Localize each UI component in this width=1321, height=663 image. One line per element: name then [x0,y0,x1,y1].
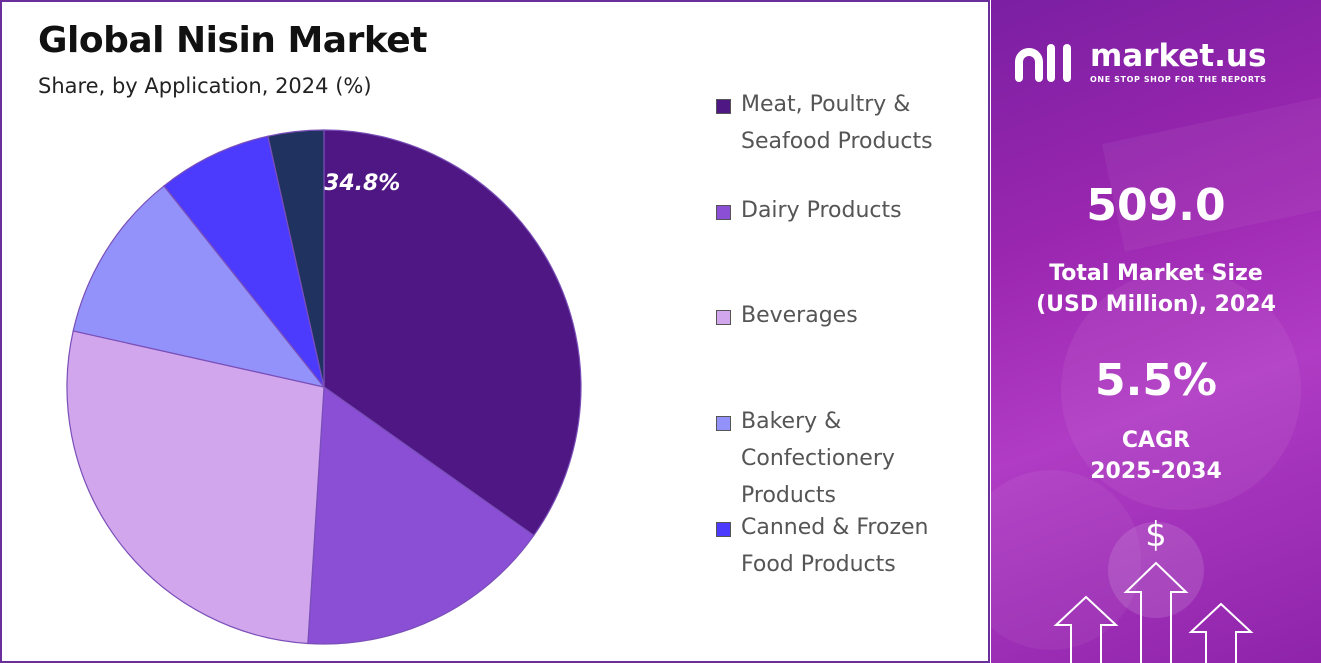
legend-label-line: Seafood Products [741,129,933,154]
legend-label-line: Confectionery [741,446,895,471]
market-size-value: 509.0 [1086,180,1226,231]
pie-chart: 34.8% [66,129,582,645]
market-size-label-line-1: Total Market Size [1049,261,1263,286]
legend-label-line: Beverages [741,303,858,328]
pie-slice-others [267,129,325,388]
legend-label: Bakery & Confectionery Products [741,403,966,514]
market-size-label-line-2: (USD Million), 2024 [1036,292,1276,317]
cagr-label-line-2: 2025-2034 [1090,459,1222,484]
legend-label: Beverages [741,297,966,334]
legend-swatch [716,205,731,220]
legend-label-line: Products [741,483,836,508]
chart-title: Global Nisin Market [38,20,427,61]
market-us-logo-icon [1015,44,1071,82]
pie-slice-bakery-confectionery-products [72,185,326,388]
legend-label-line: Dairy Products [741,198,902,223]
pie-slice-canned-frozen-food-products [163,135,325,388]
pie-slice-beverages [66,330,325,645]
legend-label: Meat, Poultry & Seafood Products [741,86,966,160]
legend-label: Dairy Products [741,192,966,229]
cagr-label: CAGR 2025-2034 [991,425,1321,487]
legend-label-line: Food Products [741,552,896,577]
legend-swatch [716,310,731,325]
coin-circle-icon [1108,522,1204,618]
legend-label-line: Bakery & [741,409,842,434]
legend-label: Canned & Frozen Food Products [741,509,966,583]
cagr-value: 5.5% [1094,355,1218,406]
logo-tagline: ONE STOP SHOP FOR THE REPORTS [1090,75,1267,84]
cagr-label-line-1: CAGR [1121,428,1191,453]
pie-slice-dairy-products [307,385,535,645]
legend-swatch [716,522,731,537]
market-summary-panel: market.us ONE STOP SHOP FOR THE REPORTS … [991,0,1321,663]
chart-subtitle: Share, by Application, 2024 (%) [38,74,372,98]
dollar-icon: $ [1145,515,1167,555]
growth-arrows-icon [1053,561,1254,663]
data-label-slice-0: 34.8% [324,171,400,196]
logo-text: market.us [1090,38,1267,74]
market-size-label: Total Market Size (USD Million), 2024 [991,258,1321,320]
legend-swatch [716,416,731,431]
panel-background-decoration [991,96,1321,663]
legend-label-line: Canned & Frozen [741,515,929,540]
legend-label-line: Meat, Poultry & [741,92,911,117]
market-us-logo: market.us ONE STOP SHOP FOR THE REPORTS [1013,38,1303,88]
pie-slice-meat-poultry-seafood-products [323,129,582,537]
legend-swatch [716,99,731,114]
